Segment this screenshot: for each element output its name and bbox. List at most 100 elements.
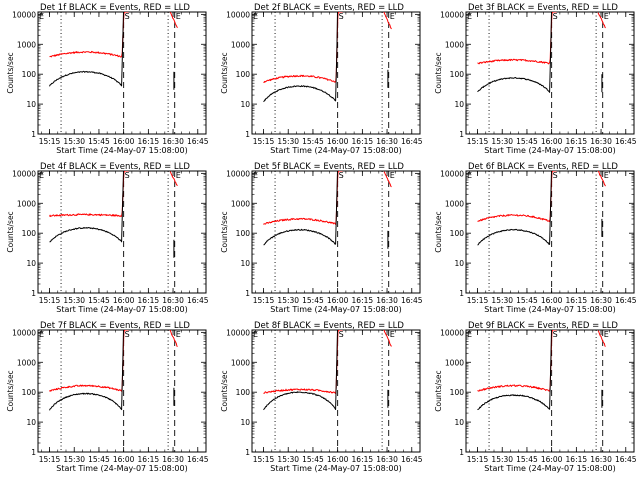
marker-label: E: [39, 12, 44, 21]
marker-label: E: [176, 12, 181, 21]
lld-series-line: [169, 330, 178, 347]
x-tick-label: 15:15: [39, 137, 61, 146]
y-tick-label: 1: [245, 289, 250, 298]
events-series-line: [49, 330, 124, 411]
x-tick-label: 16:30: [590, 455, 612, 464]
x-tick-label: 16:15: [352, 296, 374, 305]
x-tick-label: 15:15: [253, 137, 275, 146]
curves: [477, 330, 606, 411]
x-tick-label: 15:15: [467, 137, 489, 146]
y-tick-label: 10: [26, 100, 36, 109]
panel-det-4: Det 4f BLACK = Events, RED = LLD 1 10 100 10…: [6, 162, 209, 314]
panel-det-5: Det 5f BLACK = Events, RED = LLD 1 10 100 10…: [220, 162, 423, 314]
y-axis-label: Counts/sec: [220, 52, 229, 93]
events-series-line: [49, 12, 124, 87]
y-tick-label: 1: [245, 130, 250, 139]
x-tick-label: 16:15: [138, 296, 160, 305]
y-tick-label: 10000: [226, 10, 250, 19]
x-tick-label: 15:30: [63, 137, 85, 146]
marker-label: E: [604, 12, 609, 21]
plot-frame: [37, 11, 207, 135]
x-tick-label: 15:45: [302, 296, 324, 305]
x-tick-label: 15:30: [63, 455, 85, 464]
events-series-line: [477, 12, 552, 93]
events-series-line: [477, 171, 552, 246]
y-tick-label: 10000: [226, 169, 250, 178]
marker-label: S: [553, 12, 558, 21]
curves: [263, 12, 392, 103]
x-tick-label: 16:45: [401, 296, 423, 305]
plot-frame: [251, 11, 421, 135]
marker-label: E: [39, 330, 44, 339]
panel-title: Det 3f BLACK = Events, RED = LLD: [468, 3, 618, 13]
marker-label: E: [176, 330, 181, 339]
lld-series-line: [383, 171, 392, 188]
events-series-line: [263, 171, 338, 246]
x-tick-label: 15:45: [88, 455, 110, 464]
x-tick-label: 15:30: [277, 137, 299, 146]
panel-det-1: Det 1f BLACK = Events, RED = LLD 1 10 100 10…: [6, 3, 209, 155]
y-axis-label: Counts/sec: [220, 370, 229, 411]
x-tick-label: 16:30: [162, 137, 184, 146]
marker-label: E: [39, 171, 44, 180]
lld-series-line: [263, 171, 343, 225]
panel-det-8: Det 8f BLACK = Events, RED = LLD 1 10 100 10…: [220, 321, 423, 473]
events-series-line: [477, 330, 552, 411]
y-tick-label: 10: [26, 259, 36, 268]
x-tick-label: 16:30: [376, 137, 398, 146]
curves: [49, 171, 178, 258]
y-tick-label: 100: [22, 388, 37, 397]
x-tick-label: 16:00: [327, 296, 349, 305]
y-tick-label: 100: [22, 70, 37, 79]
y-tick-label: 1: [31, 448, 36, 457]
x-tick-label: 16:00: [541, 296, 563, 305]
marker-label: E: [467, 12, 472, 21]
x-tick-label: 16:45: [187, 296, 209, 305]
x-tick-label: 16:00: [113, 137, 135, 146]
y-axis-label: Counts/sec: [220, 211, 229, 252]
x-tick-label: 16:00: [113, 455, 135, 464]
lld-series-line: [263, 330, 343, 394]
x-tick-label: 16:00: [541, 137, 563, 146]
marker-label: S: [553, 171, 558, 180]
y-axis-label: Counts/sec: [434, 211, 443, 252]
y-tick-label: 1000: [17, 40, 36, 49]
y-tick-label: 100: [236, 229, 251, 238]
y-tick-label: 10: [240, 259, 250, 268]
y-axis-label: Counts/sec: [434, 52, 443, 93]
y-tick-label: 10000: [440, 169, 464, 178]
x-tick-label: 15:30: [491, 137, 513, 146]
lld-series-line: [477, 171, 557, 223]
marker-label: S: [125, 330, 130, 339]
x-axis-label: Start Time (24-May-07 15:08:00): [484, 305, 615, 314]
x-tick-label: 16:45: [615, 296, 637, 305]
y-tick-label: 1000: [445, 199, 464, 208]
x-tick-label: 15:30: [491, 296, 513, 305]
x-tick-label: 15:45: [302, 455, 324, 464]
x-tick-label: 16:15: [138, 137, 160, 146]
x-axis-label: Start Time (24-May-07 15:08:00): [484, 146, 615, 155]
y-tick-label: 1000: [445, 358, 464, 367]
lld-series-line: [169, 171, 178, 187]
y-tick-label: 1: [459, 448, 464, 457]
y-tick-label: 1000: [231, 199, 250, 208]
x-tick-label: 16:15: [566, 137, 588, 146]
y-tick-label: 10000: [12, 328, 36, 337]
panel-title: Det 1f BLACK = Events, RED = LLD: [40, 3, 190, 13]
y-tick-label: 10000: [440, 10, 464, 19]
x-tick-label: 16:00: [327, 455, 349, 464]
x-tick-label: 16:30: [162, 296, 184, 305]
x-tick-label: 16:45: [615, 455, 637, 464]
y-tick-label: 10: [454, 100, 464, 109]
y-tick-label: 10: [240, 418, 250, 427]
panel-title: Det 8f BLACK = Events, RED = LLD: [254, 321, 404, 331]
marker-label: S: [339, 171, 344, 180]
marker-label: E: [390, 330, 395, 339]
panel-det-3: Det 3f BLACK = Events, RED = LLD 1 10 100 10…: [434, 3, 637, 155]
events-series-line: [263, 12, 338, 103]
y-tick-label: 10: [240, 100, 250, 109]
y-tick-label: 100: [450, 70, 465, 79]
y-tick-label: 10: [26, 418, 36, 427]
x-tick-label: 15:15: [39, 455, 61, 464]
x-tick-label: 15:45: [302, 137, 324, 146]
